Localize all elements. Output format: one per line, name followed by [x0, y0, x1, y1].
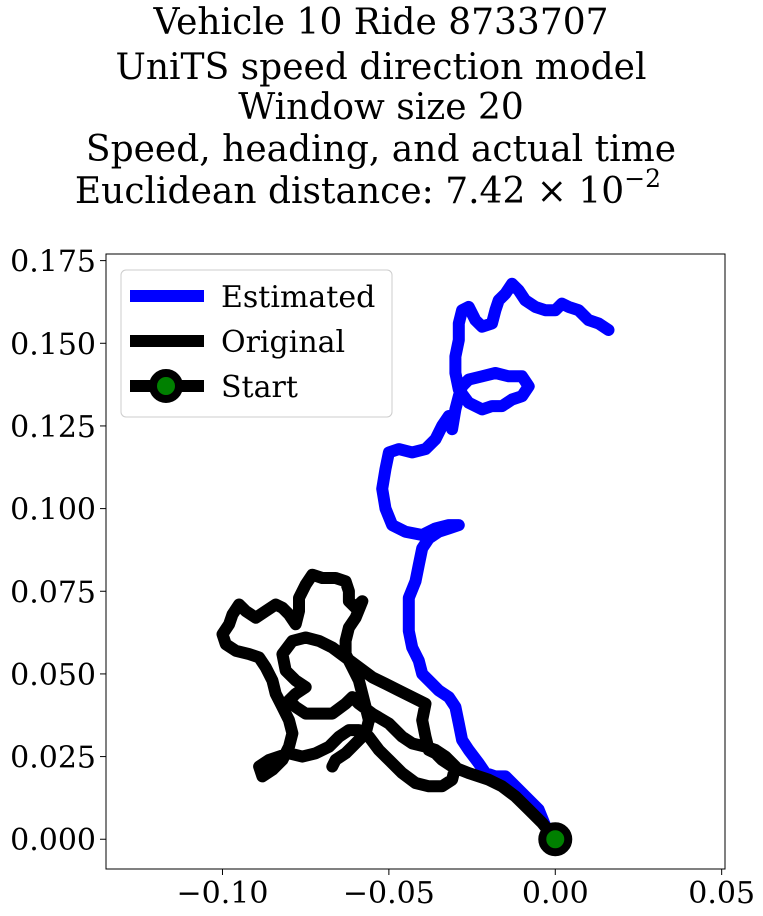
plot-frame — [105, 253, 726, 870]
legend-estimated-label: Estimated — [221, 280, 375, 315]
title-line-4: Speed, heading, and actual time — [86, 129, 676, 170]
y-tick-label: 0.150 — [10, 327, 96, 362]
y-tick-label: 0.100 — [10, 493, 96, 528]
series-estimated-line — [376, 277, 615, 846]
y-tick-label: 0.000 — [10, 823, 96, 858]
y-tick-label: 0.050 — [10, 658, 96, 693]
title-line-3: Window size 20 — [238, 87, 524, 128]
start-marker — [538, 822, 573, 857]
x-tick-label: −0.05 — [343, 876, 435, 911]
legend-original-label: Original — [221, 325, 345, 360]
x-axis: −0.10 −0.05 0.00 0.05 — [177, 869, 755, 911]
y-tick-label: 0.075 — [10, 575, 96, 610]
series-layer — [216, 277, 615, 846]
start-marker-layer — [538, 822, 573, 857]
legend-start-marker — [149, 369, 183, 403]
title-exponent: −2 — [624, 164, 661, 193]
title-line-5: Euclidean distance: 7.42 × 10−2 — [75, 164, 661, 212]
y-axis: 0.000 0.025 0.050 0.075 0.100 0.125 0.150 0.175 — [10, 245, 106, 858]
series-original-line — [216, 568, 562, 846]
x-tick-label: 0.00 — [522, 876, 589, 911]
y-tick-label: 0.025 — [10, 741, 96, 776]
y-tick-label: 0.175 — [10, 245, 96, 280]
x-tick-label: 0.05 — [688, 876, 755, 911]
title-line-1: Vehicle 10 Ride 8733707 — [152, 2, 608, 43]
legend: Estimated Original Start — [120, 269, 393, 418]
legend-start-label: Start — [221, 370, 298, 405]
x-tick-label: −0.10 — [177, 876, 269, 911]
title-line-2: UniTS speed direction model — [116, 47, 647, 88]
y-tick-label: 0.125 — [10, 410, 96, 445]
